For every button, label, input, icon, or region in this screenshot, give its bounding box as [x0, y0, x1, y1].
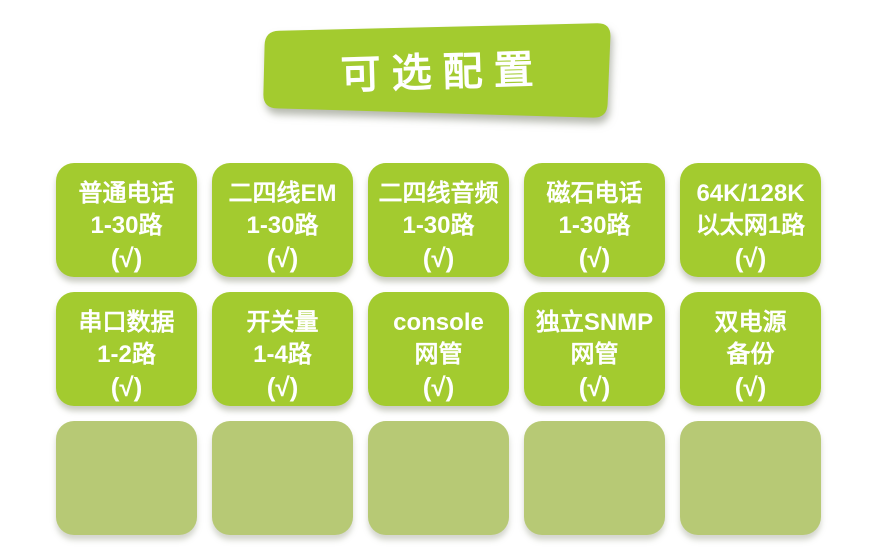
empty-cell	[680, 421, 821, 535]
checkmark: (√)	[266, 372, 299, 402]
page-title: 可选配置	[340, 48, 546, 98]
config-cell-magneto-phone: 磁石电话 1-30路 (√)	[524, 163, 665, 277]
config-cell-title: 二四线EM	[228, 180, 337, 207]
config-cell-title: 串口数据	[78, 309, 175, 336]
config-cell-range: 1-2路	[97, 341, 156, 368]
config-cell-title: 独立SNMP	[535, 309, 654, 336]
banner-ribbon-shape	[263, 23, 611, 118]
config-cell-range: 网管	[414, 341, 463, 368]
config-cell-range: 1-30路	[246, 212, 319, 239]
empty-cell	[368, 421, 509, 535]
config-cell-title: 磁石电话	[546, 180, 643, 207]
config-cell-range: 1-30路	[90, 212, 163, 239]
config-cell-range: 1-30路	[558, 212, 631, 239]
checkmark: (√)	[422, 243, 455, 273]
config-cell-range: 网管	[570, 341, 619, 368]
config-cell-range: 以太网1路	[695, 212, 806, 239]
config-cell-range: 1-30路	[402, 212, 475, 239]
config-cell-switch-io: 开关量 1-4路 (√)	[212, 292, 353, 406]
config-cell-2-4-wire-audio: 二四线音频 1-30路 (√)	[368, 163, 509, 277]
config-cell-title: 二四线音频	[378, 180, 499, 207]
empty-cell	[56, 421, 197, 535]
config-cell-title: 64K/128K	[696, 180, 805, 207]
checkmark: (√)	[734, 243, 767, 273]
config-cell-range: 1-4路	[253, 341, 312, 368]
config-cell-dual-power: 双电源 备份 (√)	[680, 292, 821, 406]
config-cell-ethernet: 64K/128K 以太网1路 (√)	[680, 163, 821, 277]
config-cell-serial-data: 串口数据 1-2路 (√)	[56, 292, 197, 406]
checkmark: (√)	[422, 372, 455, 402]
config-cell-title: 普通电话	[78, 180, 175, 207]
checkmark: (√)	[578, 243, 611, 273]
config-cell-console-mgmt: console 网管 (√)	[368, 292, 509, 406]
config-cell-title: 开关量	[246, 309, 319, 336]
config-grid: 普通电话 1-30路 (√) 二四线EM 1-30路 (√) 二四线音频 1-3…	[56, 163, 821, 535]
checkmark: (√)	[266, 243, 299, 273]
config-cell-range: 备份	[726, 341, 775, 368]
checkmark: (√)	[110, 243, 143, 273]
checkmark: (√)	[110, 372, 143, 402]
checkmark: (√)	[578, 372, 611, 402]
config-cell-analog-phone: 普通电话 1-30路 (√)	[56, 163, 197, 277]
config-cell-title: 双电源	[714, 309, 787, 336]
empty-cell	[212, 421, 353, 535]
config-cell-2-4-wire-em: 二四线EM 1-30路 (√)	[212, 163, 353, 277]
config-cell-snmp-mgmt: 独立SNMP 网管 (√)	[524, 292, 665, 406]
checkmark: (√)	[734, 372, 767, 402]
banner-ribbon	[263, 23, 611, 118]
config-cell-title: console	[393, 309, 484, 336]
empty-cell	[524, 421, 665, 535]
